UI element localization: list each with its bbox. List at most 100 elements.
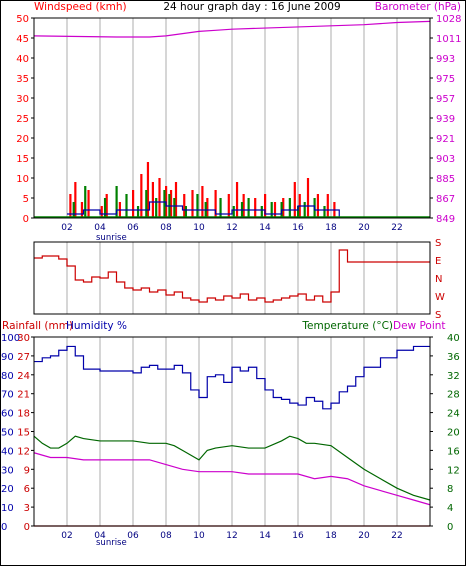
wind-bar (184, 206, 187, 218)
direction-label: W (435, 292, 445, 303)
wind-bar (273, 202, 277, 218)
windspeed-tick-label: 45 (16, 34, 29, 45)
windspeed-tick-label: 35 (16, 74, 29, 85)
plot-frame-dir (33, 241, 431, 315)
x-tick-label-top: 08 (160, 223, 172, 233)
wind-bar (227, 194, 230, 218)
wind-bar (303, 202, 306, 218)
wind-bar (282, 198, 285, 218)
temperature-tick-label: 32 (447, 371, 460, 382)
wind-bar (151, 182, 154, 218)
sunrise-label-top: sunrise (96, 233, 127, 243)
wind-bar (140, 174, 143, 218)
temperature-tick-label: 20 (447, 428, 460, 439)
temperature-axis-label: Temperature (°C) (301, 320, 393, 332)
x-tick-label-top: 20 (358, 223, 370, 233)
humidity-tick-label: 50 (1, 428, 14, 439)
temperature-tick-label: 36 (447, 352, 460, 363)
x-tick-label-top: 14 (259, 223, 271, 233)
wind-bar (80, 202, 84, 218)
wind-bar (69, 194, 72, 218)
direction-label: S (435, 310, 441, 321)
rainfall-tick-label: 3 (24, 503, 30, 514)
wind-bar (196, 194, 199, 218)
wind-bar (163, 190, 166, 218)
wind-bar (100, 206, 103, 218)
barometer-tick-label: 1028 (436, 14, 461, 25)
temperature-tick-label: 40 (447, 333, 460, 344)
chart-title: 24 hour graph day : 16 June 2009 (163, 1, 340, 13)
barometer-tick-label: 921 (436, 134, 455, 145)
temperature-tick-label: 0 (447, 522, 453, 533)
barometer-line (33, 20, 431, 38)
windspeed-tick-label: 0 (23, 214, 29, 225)
wind-bar (115, 186, 118, 218)
wind-bar (242, 194, 245, 218)
rainfall-tick-label: 27 (17, 352, 30, 363)
humidity-tick-label: 90 (1, 352, 14, 363)
temperature-tick-label: 28 (447, 390, 460, 401)
x-tick-label-bottom: 14 (259, 531, 271, 541)
temperature-tick-label: 8 (447, 484, 453, 495)
x-tick-label-top: 06 (127, 223, 139, 233)
rainfall-tick-label: 0 (24, 522, 30, 533)
temperature-tick-label: 4 (447, 503, 453, 514)
wind-bar (201, 186, 204, 218)
humidity-tick-label: 60 (1, 409, 14, 420)
barometer-tick-label: 1011 (436, 34, 461, 45)
humidity-line (34, 345, 430, 410)
x-tick-label-bottom: 22 (391, 531, 402, 541)
humidity-tick-label: 0 (1, 522, 7, 533)
temperature-tick-label: 16 (447, 446, 460, 457)
barometer-tick-label: 957 (436, 94, 455, 105)
wind-bar (264, 194, 267, 218)
wind-bar (293, 182, 296, 218)
x-tick-label-bottom: 04 (94, 531, 106, 541)
wind-bar (270, 202, 273, 218)
barometer-axis-label: Barometer (hPa) (375, 1, 461, 13)
barometer-tick-label: 849 (436, 214, 455, 225)
x-tick-label-bottom: 06 (127, 531, 139, 541)
rainfall-tick-label: 9 (24, 465, 30, 476)
rainfall-tick-label: 6 (24, 484, 30, 495)
wind-bar (146, 162, 150, 218)
humidity-tick-label: 30 (1, 465, 14, 476)
x-tick-label-bottom: 02 (61, 531, 72, 541)
wind-bar (183, 194, 186, 218)
direction-label: E (435, 256, 441, 267)
wind-bar (297, 206, 300, 218)
rainfall-tick-label: 12 (17, 446, 30, 457)
wind-bar (103, 198, 107, 218)
x-tick-label-top: 22 (391, 223, 402, 233)
humidity-axis-label: Humidity % (66, 320, 127, 332)
windspeed-tick-label: 40 (16, 54, 29, 65)
wind-bar (306, 178, 310, 218)
windspeed-tick-label: 20 (16, 134, 29, 145)
wind-bar (235, 182, 239, 218)
wind-bar (169, 190, 173, 218)
wind-bar (74, 182, 77, 218)
wind-bar (326, 194, 329, 218)
wind-bar (158, 178, 161, 218)
x-tick-label-bottom: 08 (160, 531, 172, 541)
x-tick-label-bottom: 10 (193, 531, 205, 541)
x-tick-label-bottom: 20 (358, 531, 370, 541)
humidity-tick-label: 10 (1, 503, 14, 514)
wind-bar (145, 190, 148, 218)
x-tick-label-top: 04 (94, 223, 106, 233)
barometer-tick-label: 903 (436, 154, 455, 165)
windspeed-tick-label: 10 (16, 174, 29, 185)
humidity-tick-label: 70 (1, 390, 14, 401)
wind-bar (72, 202, 75, 218)
wind-bar (84, 186, 87, 218)
rainfall-tick-label: 15 (17, 428, 30, 439)
wind-bar (132, 190, 135, 218)
wind-bar (206, 198, 209, 218)
direction-label: S (435, 238, 441, 249)
x-tick-label-top: 16 (292, 223, 304, 233)
barometer-tick-label: 885 (436, 174, 455, 185)
barometer-tick-label: 975 (436, 74, 455, 85)
x-tick-label-top: 02 (61, 223, 72, 233)
wind-direction-line (34, 249, 430, 303)
